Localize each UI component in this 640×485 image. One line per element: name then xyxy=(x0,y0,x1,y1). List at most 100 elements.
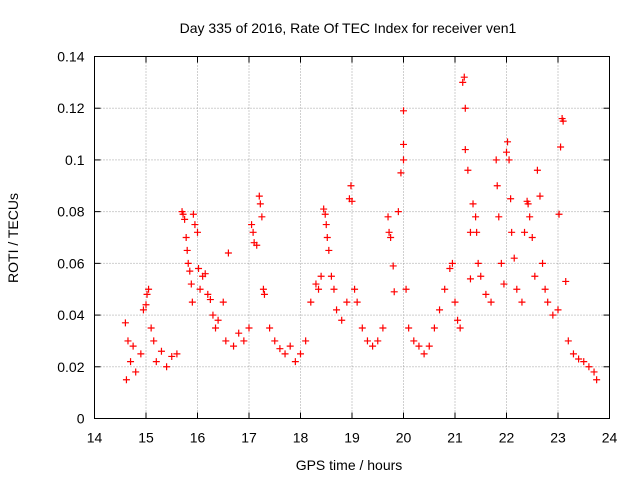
data-point xyxy=(466,275,474,283)
data-point xyxy=(557,143,565,151)
data-point xyxy=(544,298,552,306)
y-ticks-layer: 0 0.02 0.04 0.06 0.08 0.1 0.12 0.14 xyxy=(57,49,610,427)
data-point xyxy=(456,324,464,332)
data-point xyxy=(402,285,410,293)
data-point xyxy=(206,296,214,304)
x-tick-label: 20 xyxy=(396,430,412,446)
y-tick-label: 0.08 xyxy=(57,204,84,220)
data-point xyxy=(163,363,171,371)
data-point xyxy=(420,350,428,358)
data-point xyxy=(400,156,407,164)
data-point xyxy=(157,347,165,355)
data-point xyxy=(145,285,153,293)
data-point xyxy=(124,337,132,345)
x-tick-label: 15 xyxy=(138,430,154,446)
data-point xyxy=(461,146,469,154)
data-point xyxy=(240,337,248,345)
data-point xyxy=(291,358,299,366)
data-point xyxy=(531,272,539,280)
data-point xyxy=(271,337,279,345)
data-point xyxy=(466,228,474,236)
data-point xyxy=(188,298,196,306)
data-point xyxy=(343,298,351,306)
x-tick-label: 23 xyxy=(550,430,566,446)
data-point xyxy=(397,169,405,177)
data-point xyxy=(181,215,189,223)
data-point xyxy=(201,270,209,278)
data-point xyxy=(235,329,243,337)
data-point xyxy=(493,182,501,190)
data-point xyxy=(312,280,320,288)
data-point xyxy=(554,306,562,314)
data-point xyxy=(400,107,407,115)
data-point xyxy=(425,342,433,350)
data-point xyxy=(195,265,203,273)
y-axis-label: ROTI / TECUs xyxy=(5,193,21,283)
data-point xyxy=(441,285,449,293)
data-point xyxy=(507,195,515,203)
data-point xyxy=(508,228,516,236)
data-point xyxy=(121,319,129,327)
data-point xyxy=(338,316,346,324)
data-point xyxy=(325,246,333,254)
data-point xyxy=(528,234,536,241)
data-point xyxy=(495,213,503,221)
data-point xyxy=(555,210,563,218)
data-point xyxy=(569,350,577,358)
data-point xyxy=(505,156,513,164)
data-point xyxy=(394,208,402,216)
data-point xyxy=(122,376,130,384)
y-tick-label: 0.1 xyxy=(65,152,85,168)
data-point xyxy=(323,234,331,241)
data-point xyxy=(150,337,158,345)
data-point xyxy=(461,104,469,112)
data-point xyxy=(472,213,480,221)
data-point xyxy=(536,192,544,200)
data-point xyxy=(330,285,338,293)
data-point xyxy=(348,197,356,205)
data-point xyxy=(405,324,413,332)
data-point xyxy=(503,148,510,156)
y-tick-label: 0.04 xyxy=(57,307,84,323)
data-point xyxy=(322,221,330,229)
data-point xyxy=(384,213,392,221)
data-point xyxy=(539,259,547,267)
data-point xyxy=(585,363,593,371)
data-point xyxy=(533,166,541,174)
data-point xyxy=(353,298,361,306)
data-point xyxy=(315,285,323,293)
y-tick-label: 0.02 xyxy=(57,359,84,375)
data-point xyxy=(459,78,467,86)
data-point xyxy=(562,277,570,285)
data-point xyxy=(212,324,220,332)
data-point xyxy=(191,221,199,229)
data-point xyxy=(258,213,266,221)
y-tick-label: 0.06 xyxy=(57,255,84,271)
data-point xyxy=(497,259,505,267)
data-point xyxy=(245,324,253,332)
data-point xyxy=(214,316,222,324)
data-point xyxy=(321,210,329,218)
data-point xyxy=(559,117,567,125)
data-point xyxy=(474,259,482,267)
data-point xyxy=(224,249,232,257)
data-point xyxy=(248,221,256,229)
data-point xyxy=(500,280,508,288)
data-point xyxy=(446,265,454,273)
data-point xyxy=(127,358,135,366)
data-point xyxy=(541,285,549,293)
data-point xyxy=(179,210,187,218)
data-point xyxy=(510,254,518,262)
x-tick-label: 17 xyxy=(241,430,257,446)
data-point xyxy=(132,368,140,376)
data-point xyxy=(222,337,230,345)
data-point xyxy=(518,298,526,306)
data-point xyxy=(147,324,155,332)
data-point xyxy=(320,205,328,213)
y-tick-label: 0 xyxy=(77,411,85,427)
data-point xyxy=(390,288,398,296)
data-point xyxy=(137,350,145,358)
data-point xyxy=(139,306,147,314)
